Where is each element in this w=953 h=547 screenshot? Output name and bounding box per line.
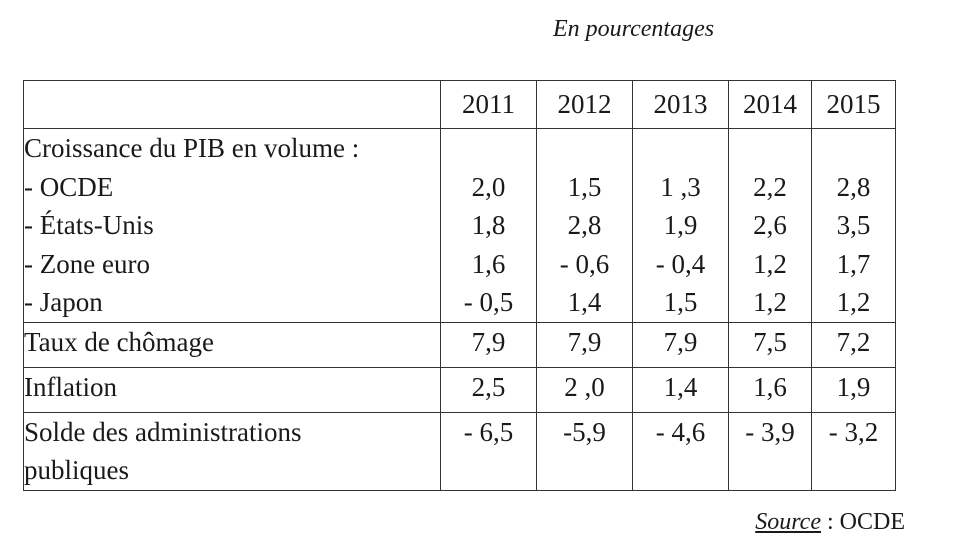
value-etats-unis-2015: 3,5 <box>836 210 871 240</box>
value-solde-2012: -5,9 <box>536 411 633 491</box>
value-chomage-2012: 7,9 <box>536 321 633 368</box>
value-inflation-2013: 1,4 <box>632 366 729 413</box>
value-inflation-2012: 2 ,0 <box>536 366 633 413</box>
value-ocde-2014: 2,2 <box>753 171 787 202</box>
row-label-ocde: - OCDE <box>24 171 114 202</box>
source-name: : OCDE <box>821 509 905 535</box>
pib-growth-block: Croissance du PIB en volume : - OCDE - É… <box>23 128 896 323</box>
year-header-2015: 2015 <box>811 80 896 129</box>
pib-heading: Croissance du PIB en volume : <box>24 133 360 163</box>
source-note: Source : OCDE <box>755 509 905 536</box>
value-zone-euro-2011: 1,6 <box>471 248 506 279</box>
value-zone-euro-2014: 1,2 <box>753 248 787 279</box>
year-header-2013: 2013 <box>632 80 729 129</box>
header-empty-cell <box>23 80 441 129</box>
value-japon-2013: 1,5 <box>663 287 698 317</box>
value-japon-2012: 1,4 <box>567 287 602 317</box>
value-zone-euro-2015: 1,7 <box>836 248 871 279</box>
value-etats-unis-2011: 1,8 <box>471 210 506 240</box>
pib-values-2014: 2,2 2,6 1,2 1,2 <box>728 128 812 323</box>
source-word: Source <box>755 509 821 535</box>
value-solde-2013: - 4,6 <box>632 411 729 491</box>
year-header-2012: 2012 <box>536 80 633 129</box>
row-label-inflation: Inflation <box>23 366 441 413</box>
row-label-zone-euro: - Zone euro <box>24 248 150 279</box>
pib-labels: Croissance du PIB en volume : - OCDE - É… <box>23 128 441 323</box>
value-etats-unis-2013: 1,9 <box>663 210 698 240</box>
solde-label-line1: Solde des administrations <box>24 416 302 447</box>
value-chomage-2011: 7,9 <box>440 321 537 368</box>
chomage-row: Taux de chômage 7,9 7,9 7,9 7,5 7,2 <box>23 321 896 368</box>
value-solde-2014: - 3,9 <box>728 411 812 491</box>
year-header-2011: 2011 <box>440 80 537 129</box>
unit-note: En pourcentages <box>553 16 715 42</box>
pib-values-2015: 2,8 3,5 1,7 1,2 <box>811 128 896 323</box>
value-etats-unis-2012: 2,8 <box>567 210 602 240</box>
solde-label-line2: publiques <box>24 455 129 485</box>
value-chomage-2015: 7,2 <box>811 321 896 368</box>
value-japon-2015: 1,2 <box>836 287 871 317</box>
value-ocde-2013: 1 ,3 <box>660 171 701 202</box>
pib-values-2013: 1 ,3 1,9 - 0,4 1,5 <box>632 128 729 323</box>
header-row: 2011 2012 2013 2014 2015 <box>23 80 896 129</box>
value-japon-2014: 1,2 <box>753 287 787 317</box>
value-inflation-2011: 2,5 <box>440 366 537 413</box>
value-japon-2011: - 0,5 <box>463 287 514 317</box>
value-zone-euro-2013: - 0,4 <box>655 248 706 279</box>
value-inflation-2014: 1,6 <box>728 366 812 413</box>
value-ocde-2011: 2,0 <box>471 171 506 202</box>
row-label-chomage: Taux de chômage <box>23 321 441 368</box>
inflation-row: Inflation 2,5 2 ,0 1,4 1,6 1,9 <box>23 366 896 413</box>
value-chomage-2013: 7,9 <box>632 321 729 368</box>
row-label-japon: - Japon <box>24 287 103 317</box>
row-label-solde: Solde des administrations publiques <box>23 411 441 491</box>
value-ocde-2015: 2,8 <box>836 171 871 202</box>
row-label-etats-unis: - États-Unis <box>24 210 154 240</box>
year-header-2014: 2014 <box>728 80 812 129</box>
value-inflation-2015: 1,9 <box>811 366 896 413</box>
value-etats-unis-2014: 2,6 <box>753 210 787 240</box>
economic-indicators-table: 2011 2012 2013 2014 2015 Croissance du P… <box>23 80 896 491</box>
pib-values-2012: 1,5 2,8 - 0,6 1,4 <box>536 128 633 323</box>
value-chomage-2014: 7,5 <box>728 321 812 368</box>
value-solde-2015: - 3,2 <box>811 411 896 491</box>
value-ocde-2012: 1,5 <box>567 171 602 202</box>
value-zone-euro-2012: - 0,6 <box>559 248 610 279</box>
solde-row: Solde des administrations publiques - 6,… <box>23 411 896 491</box>
value-solde-2011: - 6,5 <box>440 411 537 491</box>
pib-values-2011: 2,0 1,8 1,6 - 0,5 <box>440 128 537 323</box>
